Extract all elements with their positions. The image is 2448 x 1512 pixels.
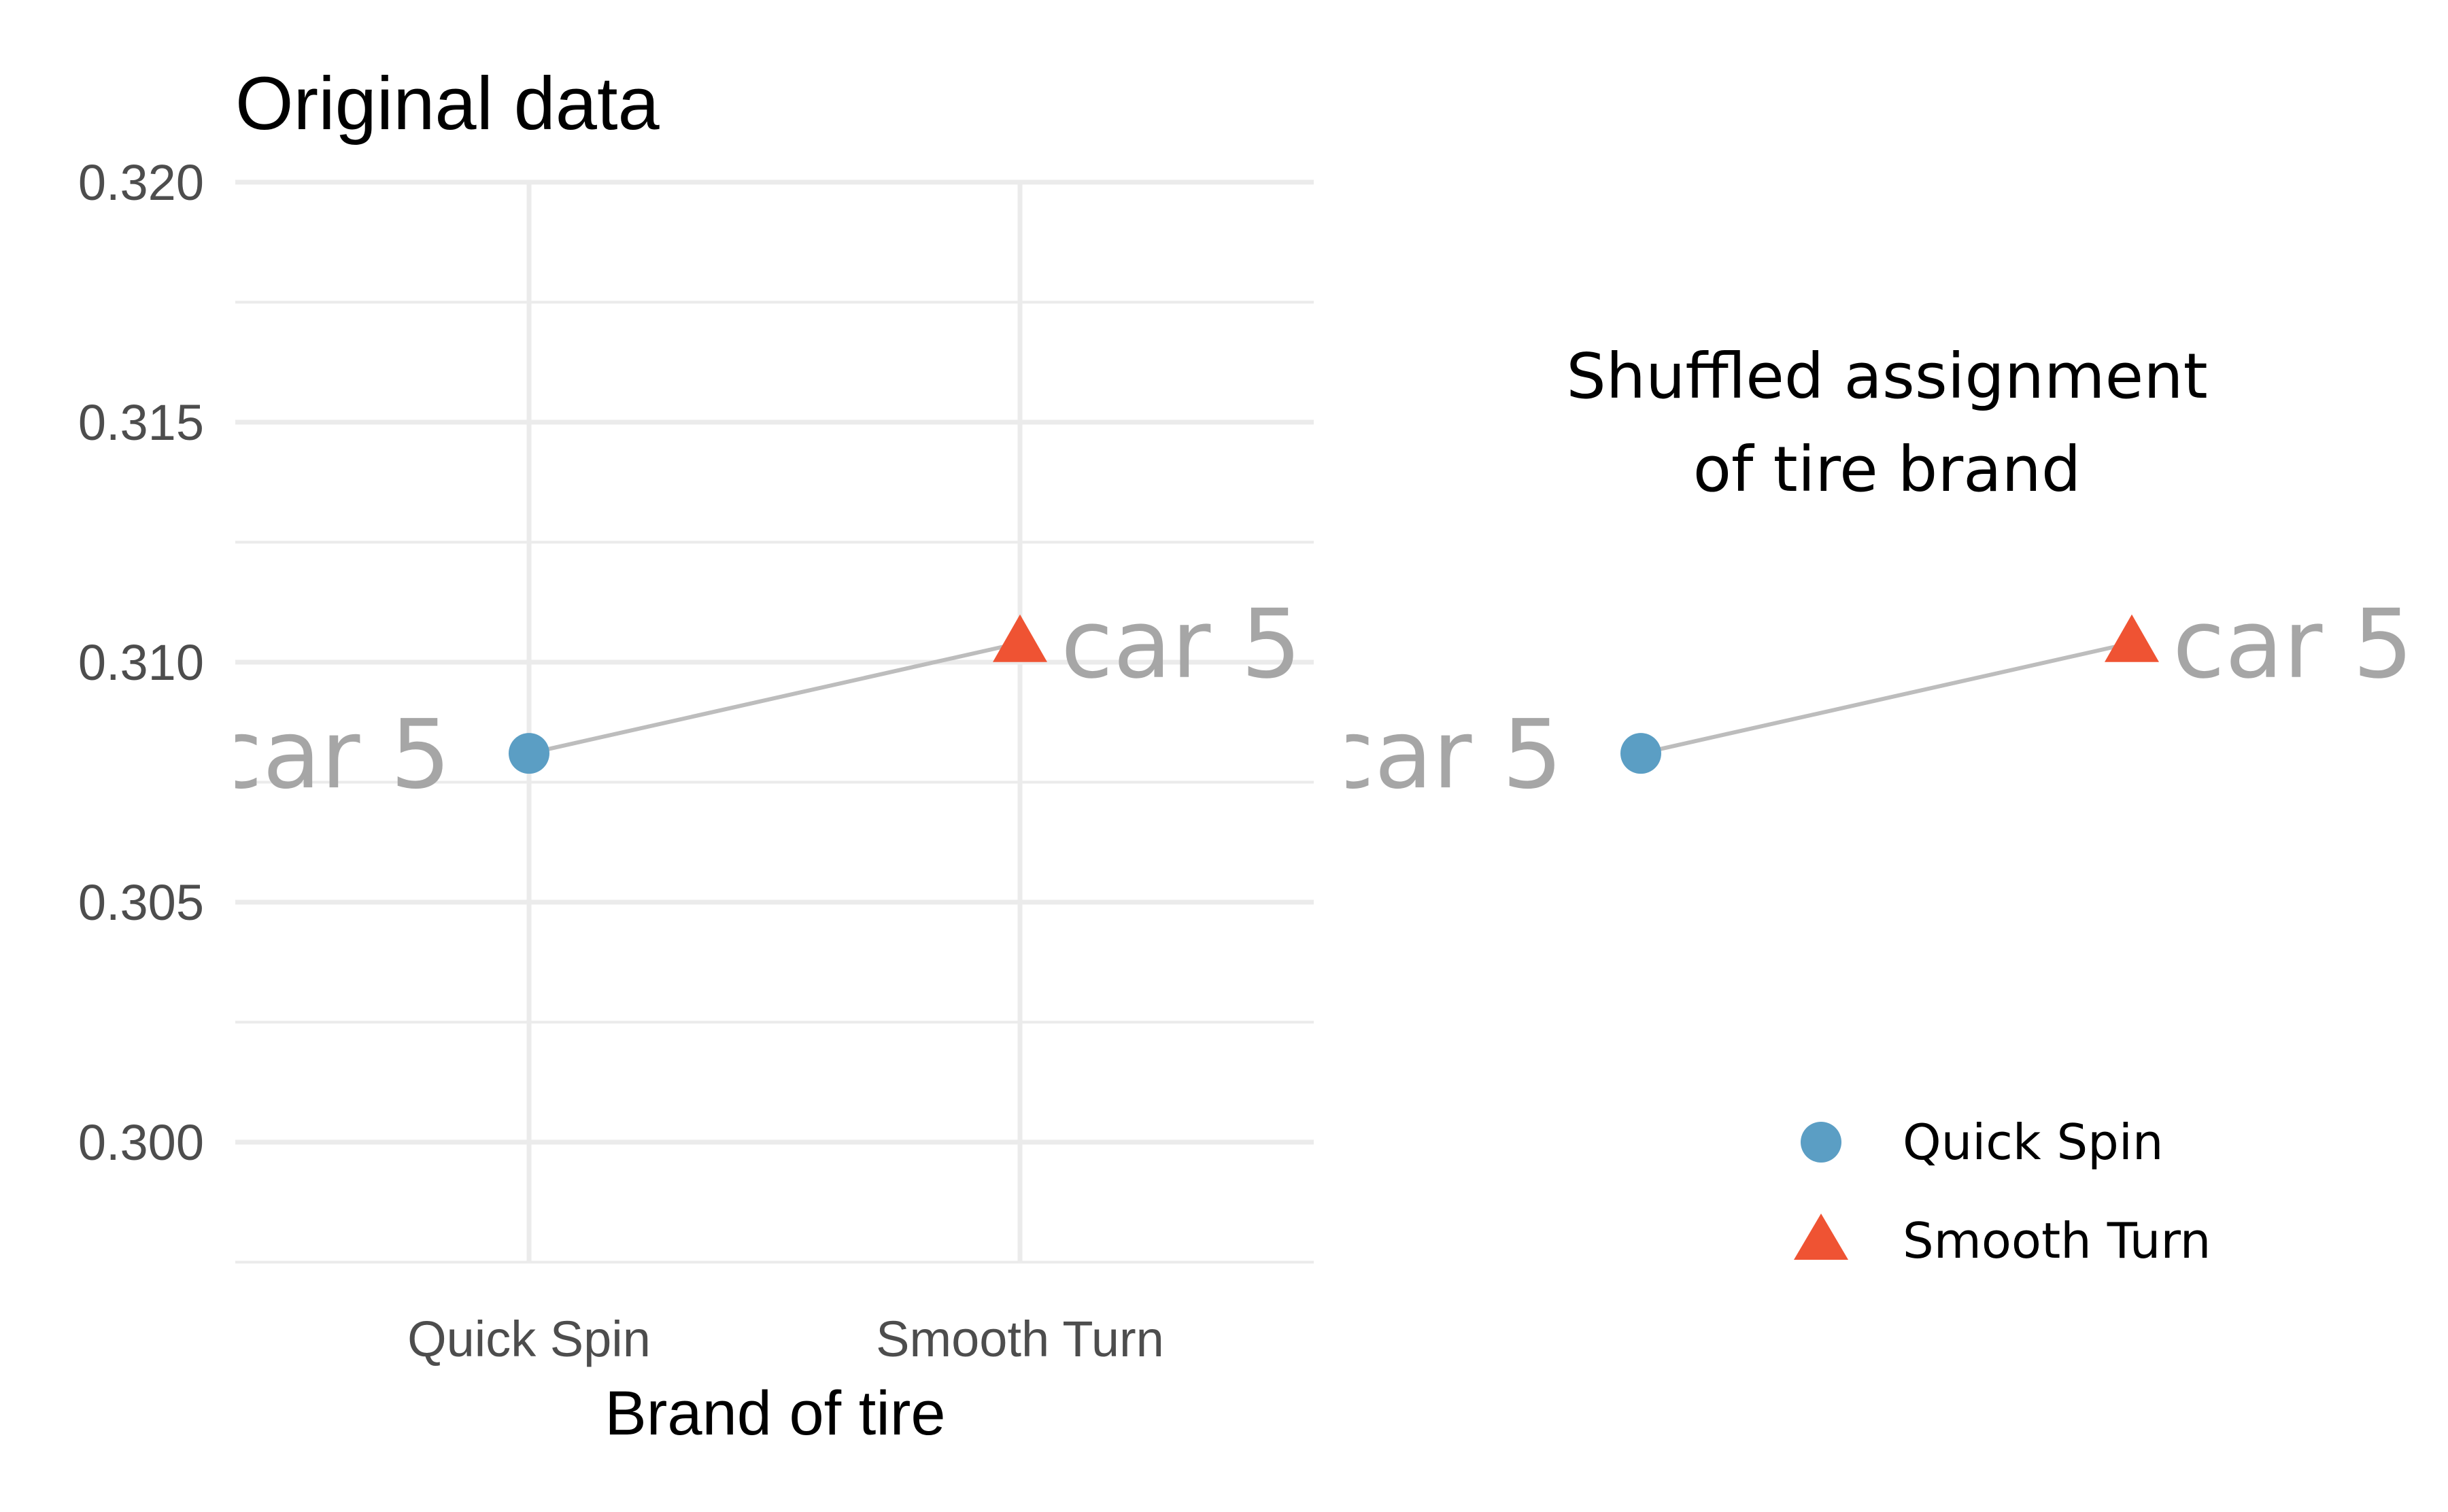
legend-quick-spin-label: Quick Spin (1903, 1114, 2164, 1171)
x-axis-label: Brand of tire (605, 1379, 945, 1448)
right-panel-title-line1: Shuffled assignment (1566, 340, 2207, 413)
x-tick-label: Smooth Turn (876, 1311, 1164, 1367)
y-tick-label: 0.320 (78, 154, 204, 211)
x-tick-label: Quick Spin (407, 1311, 651, 1367)
right-panel-title-line2: of tire brand (1693, 433, 2081, 506)
right-panel: Shuffled assignment of tire brand car 5c… (1322, 340, 2413, 810)
connector-line (1640, 640, 2132, 756)
point-label: car 5 (1061, 589, 1302, 700)
quick-spin-point (1620, 733, 1661, 774)
y-tick-label: 0.310 (78, 634, 204, 691)
left-marks: car 5 car 5 (210, 589, 1302, 810)
left-panel: Original data 0.3000.3050.3100.3150.320 … (78, 62, 1314, 1448)
y-tick-label: 0.315 (78, 394, 204, 451)
connector-line (528, 640, 1021, 756)
smooth-turn-point (2105, 614, 2159, 662)
left-x-ticks: Quick Spin Smooth Turn (407, 1311, 1164, 1367)
left-grid (235, 179, 1314, 1264)
point-label: car 5 (2173, 589, 2413, 700)
legend-quick-spin-marker (1801, 1122, 1841, 1163)
smooth-turn-point (993, 614, 1047, 662)
y-tick-label: 0.300 (78, 1114, 204, 1171)
y-tick-label: 0.305 (78, 874, 204, 931)
left-y-ticks: 0.300 0.305 0.310 0.315 0.320 (78, 154, 204, 1171)
left-panel-title: Original data (235, 62, 660, 145)
legend-smooth-turn-marker (1794, 1214, 1848, 1260)
point-label: car 5 (210, 700, 451, 810)
legend: Quick Spin Smooth Turn (1794, 1114, 2211, 1269)
legend-smooth-turn-label: Smooth Turn (1903, 1212, 2211, 1269)
right-marks: car 5 car 5 (1322, 589, 2413, 810)
quick-spin-point (509, 733, 549, 774)
point-label: car 5 (1322, 700, 1563, 810)
